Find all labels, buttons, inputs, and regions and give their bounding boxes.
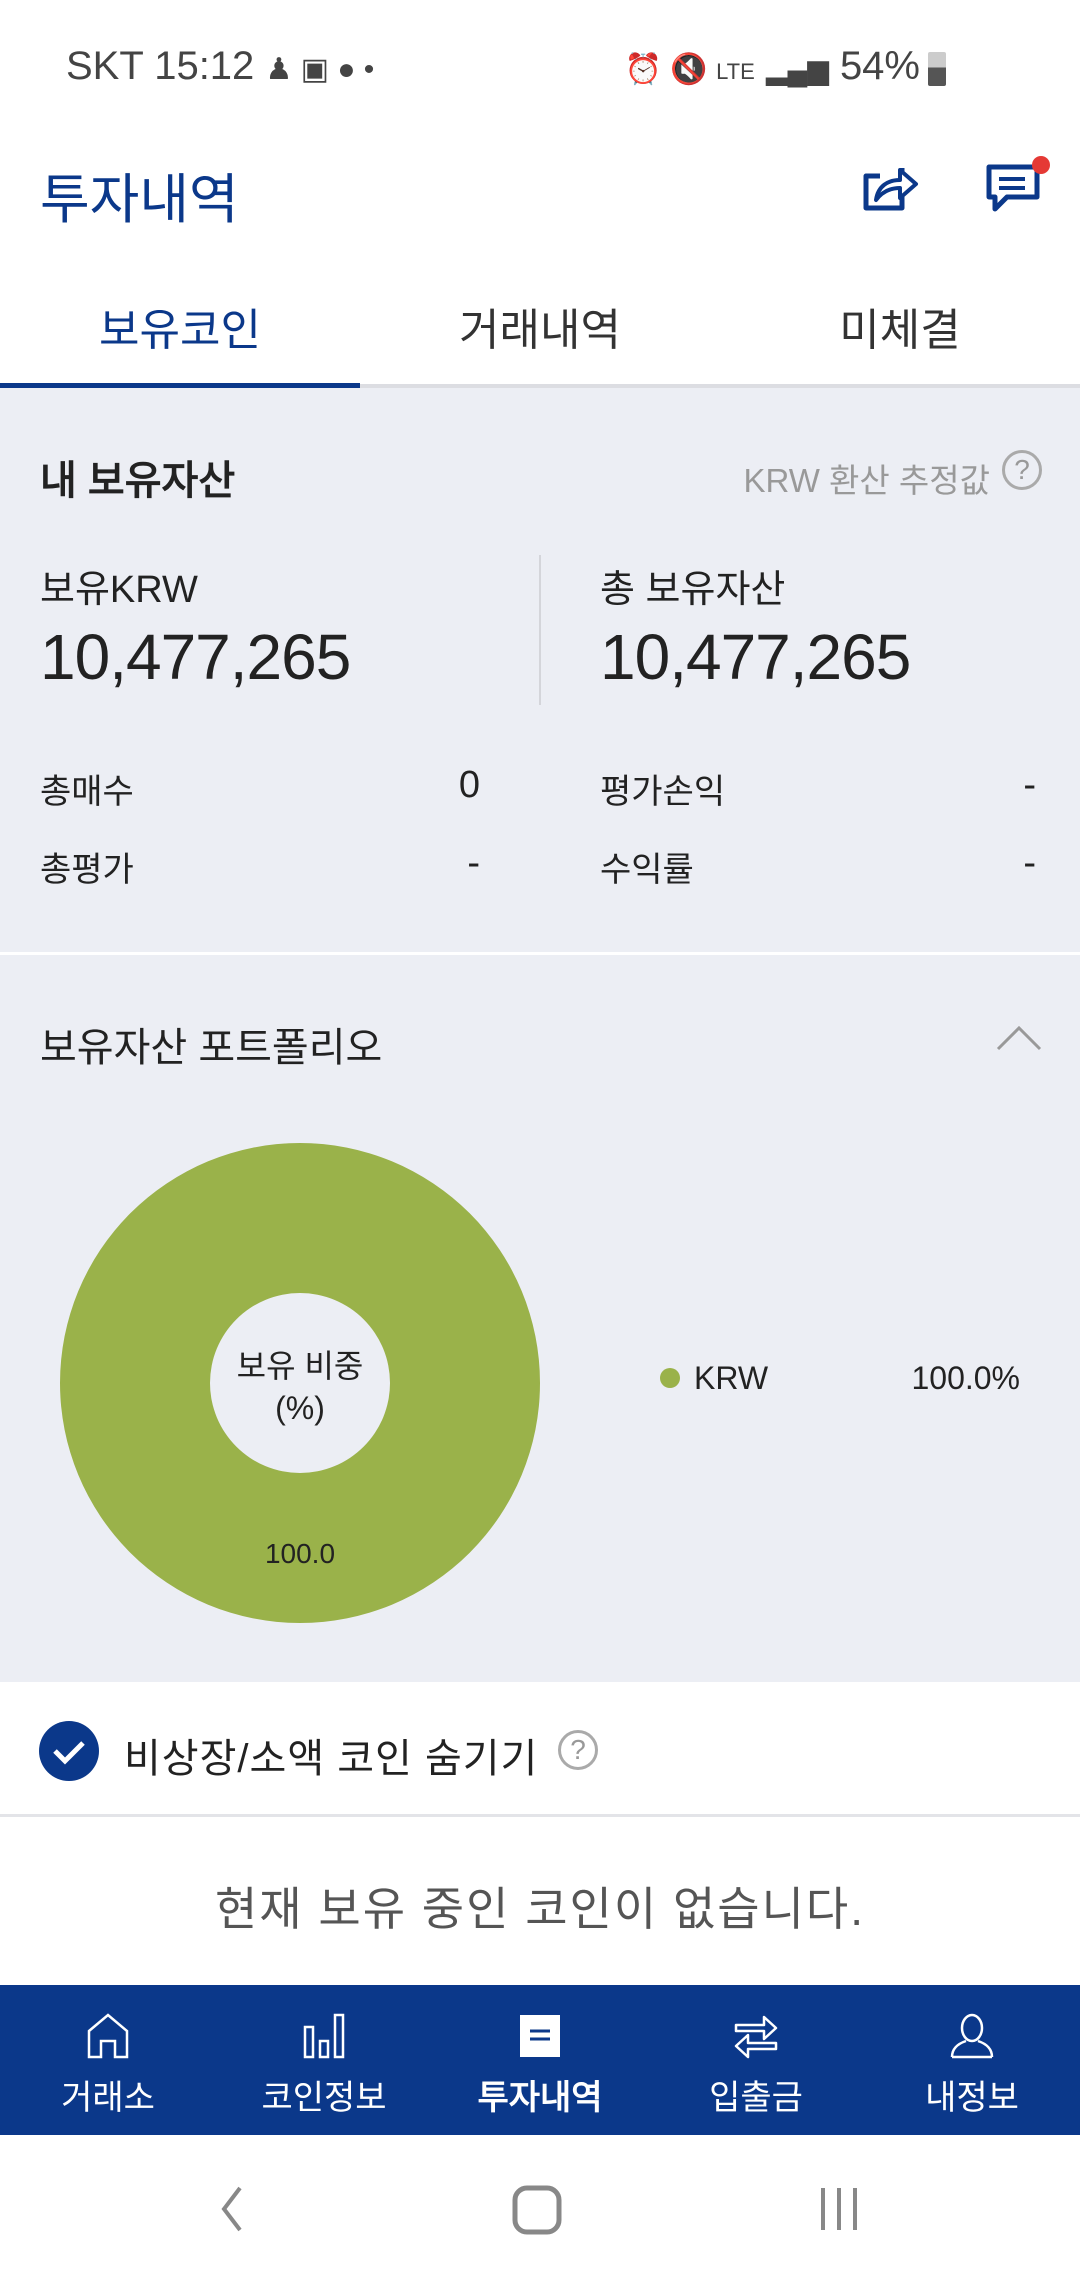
total-value: 10,477,265	[600, 621, 911, 693]
status-bar: SKT 15:12 ♟ ▣ ● • ⏰ 🔇 LTE ▂▄▆ 54%	[0, 0, 1080, 135]
document-icon	[520, 2015, 560, 2057]
share-icon[interactable]	[862, 160, 924, 222]
notification-dot	[1032, 156, 1050, 174]
empty-message: 현재 보유 중인 코인이 없습니다.	[0, 1817, 1080, 1985]
nav-investments[interactable]: 투자내역	[432, 1985, 648, 2135]
pnl-value: -	[1023, 764, 1036, 806]
battery-level: 54%	[839, 44, 920, 88]
hide-coins-label[interactable]: 비상장/소액 코인 숨기기	[124, 1737, 539, 1781]
system-icons: ⏰ 🔇	[624, 53, 717, 86]
page-title: 투자내역	[40, 170, 239, 230]
nav-label: 내정보	[925, 2079, 1019, 2117]
network-type: LTE	[716, 59, 755, 84]
nav-deposit-withdraw[interactable]: 입출금	[648, 1985, 864, 2135]
total-eval-label: 총평가	[40, 851, 134, 889]
chevron-up-icon[interactable]	[996, 1025, 1042, 1051]
notification-icons: ♟ ▣ ● •	[265, 53, 375, 86]
nav-my-info[interactable]: 내정보	[864, 1985, 1080, 2135]
home-button-icon[interactable]	[512, 2185, 562, 2235]
bar-chart-icon	[303, 2013, 345, 2059]
signal-icon: ▂▄▆	[765, 54, 829, 85]
legend-value: 100.0%	[911, 1360, 1020, 1396]
user-icon	[950, 2013, 994, 2059]
bottom-nav: 거래소 코인정보 투자내역 입출금 내정보	[0, 1985, 1080, 2135]
nav-label: 코인정보	[261, 2079, 387, 2117]
help-icon[interactable]: ?	[1002, 450, 1042, 490]
tab-pending[interactable]: 미체결	[839, 306, 961, 355]
clock: 15:12	[154, 44, 255, 88]
return-label: 수익률	[600, 851, 694, 889]
total-eval-value: -	[467, 842, 480, 884]
system-nav-bar	[0, 2135, 1080, 2280]
back-icon[interactable]	[216, 2185, 246, 2233]
help-icon[interactable]: ?	[558, 1730, 598, 1770]
section-title: 보유자산 포트폴리오	[40, 1026, 383, 1070]
portfolio-section: 보유자산 포트폴리오 보유 비중 (%) 100.0 KRW 100.0%	[0, 955, 1080, 1682]
legend-label: KRW	[694, 1360, 769, 1396]
divider	[0, 952, 1080, 955]
my-assets-section: 내 보유자산 KRW 환산 추정값 ? 보유KRW 10,477,265 총 보…	[0, 388, 1080, 952]
recents-icon[interactable]	[815, 2185, 865, 2233]
nav-exchange[interactable]: 거래소	[0, 1985, 216, 2135]
estimate-label: KRW 환산 추정값	[743, 462, 990, 499]
total-buy-label: 총매수	[40, 773, 134, 811]
portfolio-donut-chart	[60, 1143, 540, 1623]
message-icon[interactable]	[985, 155, 1055, 225]
center-label: 보유 비중	[236, 1348, 364, 1384]
center-unit: (%)	[275, 1390, 325, 1426]
checkbox-checked-icon[interactable]	[38, 1720, 100, 1782]
tab-bar: 보유코인 거래내역 미체결	[0, 260, 1080, 388]
legend-dot	[660, 1368, 680, 1388]
active-tab-indicator	[0, 383, 360, 388]
nav-coin-info[interactable]: 코인정보	[216, 1985, 432, 2135]
nav-label: 거래소	[61, 2079, 155, 2117]
home-icon	[87, 2013, 129, 2059]
total-buy-value: 0	[458, 764, 480, 806]
pie-slice-krw	[60, 1143, 540, 1623]
nav-label: 입출금	[709, 2079, 803, 2117]
header: 투자내역	[0, 135, 1080, 260]
nav-label: 투자내역	[477, 2079, 603, 2117]
pnl-label: 평가손익	[600, 773, 726, 811]
return-value: -	[1023, 842, 1036, 884]
krw-label: 보유KRW	[40, 569, 198, 611]
total-label: 총 보유자산	[600, 569, 786, 611]
tab-holdings[interactable]: 보유코인	[99, 306, 261, 355]
carrier: SKT	[66, 44, 144, 88]
hide-coins-row: 비상장/소액 코인 숨기기 ?	[0, 1682, 1080, 1817]
slice-data-label: 100.0	[264, 1538, 336, 1569]
battery-icon	[928, 52, 946, 86]
divider	[539, 555, 541, 705]
krw-value: 10,477,265	[40, 621, 351, 693]
tab-transactions[interactable]: 거래내역	[459, 306, 621, 355]
transfer-icon	[734, 2015, 778, 2059]
section-title: 내 보유자산	[40, 459, 236, 503]
